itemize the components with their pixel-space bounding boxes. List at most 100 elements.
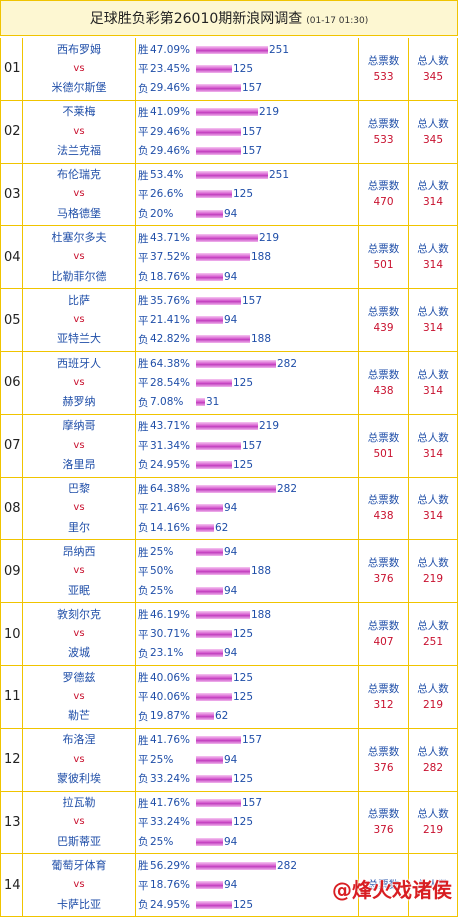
total-people: 总人数 314 bbox=[409, 289, 457, 351]
total-votes-label: 总票数 bbox=[367, 879, 400, 892]
away-team-link[interactable]: 法兰克福 bbox=[57, 143, 101, 157]
match-row: 14 葡萄牙体育 vs 卡萨比亚 胜 56.29% 282 平 18.76% 9… bbox=[1, 854, 457, 918]
stat-win-label: 胜 bbox=[138, 797, 149, 810]
stat-draw: 平 50% 188 bbox=[138, 563, 358, 579]
stat-win-bar bbox=[196, 108, 258, 117]
stat-loss-count: 94 bbox=[224, 647, 238, 660]
match-teams: 布伦瑞克 vs 马格德堡 bbox=[23, 163, 136, 226]
match-number-text: 07 bbox=[4, 438, 21, 454]
total-people: 总人数 345 bbox=[409, 101, 457, 163]
match-number: 08 bbox=[1, 477, 23, 540]
match-row: 09 昂纳西 vs 亚眠 胜 25% 94 平 50% 188 bbox=[1, 540, 457, 604]
stat-draw-count: 94 bbox=[224, 314, 238, 327]
stat-win-percent: 41.09% bbox=[150, 106, 191, 119]
total-votes-label: 总票数 bbox=[367, 54, 400, 67]
home-team-link[interactable]: 罗德兹 bbox=[62, 670, 96, 684]
match-stats: 胜 25% 94 平 50% 188 负 25% 94 bbox=[136, 540, 359, 603]
stat-draw-percent: 28.54% bbox=[150, 376, 191, 389]
stat-loss-bar bbox=[196, 900, 232, 909]
away-team-link[interactable]: 洛里昂 bbox=[62, 457, 96, 471]
stat-win-percent: 41.76% bbox=[150, 797, 191, 810]
total-people-label: 总人数 bbox=[417, 494, 449, 507]
total-votes-value: 376 bbox=[373, 761, 394, 774]
stat-draw-count: 125 bbox=[233, 628, 254, 641]
stat-draw-percent: 31.34% bbox=[150, 439, 191, 452]
stat-win: 胜 47.09% 251 bbox=[138, 42, 358, 58]
stat-win: 胜 25% 94 bbox=[138, 544, 358, 560]
stat-draw-label: 平 bbox=[138, 440, 149, 453]
home-team-link[interactable]: 敦刻尔克 bbox=[57, 607, 101, 621]
home-team-link[interactable]: 不莱梅 bbox=[62, 105, 96, 119]
home-team-link[interactable]: 摩纳哥 bbox=[62, 419, 96, 433]
away-team-link[interactable]: 亚眠 bbox=[68, 583, 90, 597]
away-team-link[interactable]: 亚特兰大 bbox=[57, 332, 101, 346]
stat-loss: 负 18.76% 94 bbox=[138, 269, 358, 285]
home-team-link[interactable]: 昂纳西 bbox=[62, 545, 96, 558]
stat-loss-bar bbox=[196, 649, 223, 658]
stat-win-count: 188 bbox=[251, 608, 272, 621]
away-team-link[interactable]: 蒙彼利埃 bbox=[57, 771, 101, 785]
total-people-value: 282 bbox=[422, 761, 444, 774]
total-votes-label: 总票数 bbox=[367, 306, 400, 319]
stat-loss-count: 31 bbox=[206, 396, 220, 409]
vs-label: vs bbox=[73, 125, 85, 137]
total-votes-label: 总票数 bbox=[367, 180, 400, 193]
away-team-link[interactable]: 勒芒 bbox=[68, 709, 90, 723]
match-stats: 胜 35.76% 157 平 21.41% 94 负 42.82% 188 bbox=[136, 289, 359, 351]
stat-loss-label: 负 bbox=[138, 773, 149, 786]
away-team-link[interactable]: 巴斯蒂亚 bbox=[57, 834, 101, 848]
home-team-link[interactable]: 西班牙人 bbox=[57, 356, 101, 370]
stat-win-bar bbox=[196, 861, 276, 870]
away-team-link[interactable]: 马格德堡 bbox=[57, 206, 101, 220]
stat-draw: 平 23.45% 125 bbox=[138, 61, 358, 77]
home-team-link[interactable]: 西布罗姆 bbox=[57, 42, 101, 56]
total-votes: 总票数 501 bbox=[359, 414, 409, 477]
home-team-link[interactable]: 比萨 bbox=[68, 293, 90, 307]
stat-draw-bar bbox=[196, 818, 232, 827]
stat-loss-label: 负 bbox=[138, 82, 149, 95]
stat-loss-count: 125 bbox=[233, 898, 254, 911]
stat-loss-percent: 24.95% bbox=[150, 898, 191, 911]
home-team-link[interactable]: 杜塞尔多夫 bbox=[51, 231, 107, 245]
total-votes: 总票数 439 bbox=[359, 289, 409, 351]
stat-loss-label: 负 bbox=[138, 333, 149, 346]
home-team-link[interactable]: 巴黎 bbox=[68, 482, 90, 496]
home-team-link[interactable]: 布洛涅 bbox=[62, 733, 96, 747]
match-stats: 胜 56.29% 282 平 18.76% 94 负 24.95% 125 bbox=[136, 854, 359, 917]
stat-win-count: 219 bbox=[259, 420, 280, 433]
total-votes-label: 总票数 bbox=[367, 243, 400, 256]
stat-win-count: 125 bbox=[233, 671, 254, 684]
stat-win-label: 胜 bbox=[138, 232, 149, 245]
stat-draw: 平 30.71% 125 bbox=[138, 626, 358, 642]
away-team-link[interactable]: 米德尔斯堡 bbox=[51, 81, 107, 95]
stat-win-bar bbox=[196, 45, 268, 54]
away-team-link[interactable]: 波城 bbox=[68, 646, 90, 660]
stat-win-bar bbox=[196, 422, 258, 431]
match-row: 06 西班牙人 vs 赫罗纳 胜 64.38% 282 平 28.54% 125 bbox=[1, 351, 457, 415]
total-votes-value: 407 bbox=[373, 636, 394, 649]
match-number-text: 13 bbox=[4, 814, 21, 830]
away-team-link[interactable]: 赫罗纳 bbox=[62, 395, 96, 409]
stat-loss-percent: 19.87% bbox=[150, 710, 191, 723]
away-team-link[interactable]: 比勒菲尔德 bbox=[51, 269, 107, 283]
total-people: 总人数 314 bbox=[409, 415, 457, 477]
stat-win-percent: 64.38% bbox=[150, 357, 191, 370]
match-stats: 胜 43.71% 219 平 31.34% 157 负 24.95% 125 bbox=[136, 414, 359, 477]
away-team-link[interactable]: 卡萨比亚 bbox=[57, 897, 101, 911]
match-number-text: 01 bbox=[4, 61, 21, 77]
stat-draw-count: 125 bbox=[233, 690, 254, 703]
watermark: @烽火戏诸侯 bbox=[332, 878, 452, 902]
away-team-link[interactable]: 里尔 bbox=[68, 520, 90, 534]
match-number-text: 12 bbox=[4, 752, 21, 768]
home-team-link[interactable]: 拉瓦勒 bbox=[62, 796, 96, 810]
stat-win-percent: 43.71% bbox=[150, 420, 191, 433]
stat-win-percent: 56.29% bbox=[150, 859, 191, 872]
stat-loss-percent: 25% bbox=[150, 584, 174, 597]
home-team-link[interactable]: 布伦瑞克 bbox=[57, 168, 101, 182]
total-people-label: 总人数 bbox=[417, 117, 449, 130]
total-votes-label: 总票数 bbox=[367, 620, 400, 633]
stat-draw-count: 125 bbox=[233, 188, 254, 201]
total-people-value: 251 bbox=[422, 636, 444, 649]
total-people: 总人数 314 bbox=[409, 164, 457, 226]
home-team-link[interactable]: 葡萄牙体育 bbox=[51, 858, 107, 872]
